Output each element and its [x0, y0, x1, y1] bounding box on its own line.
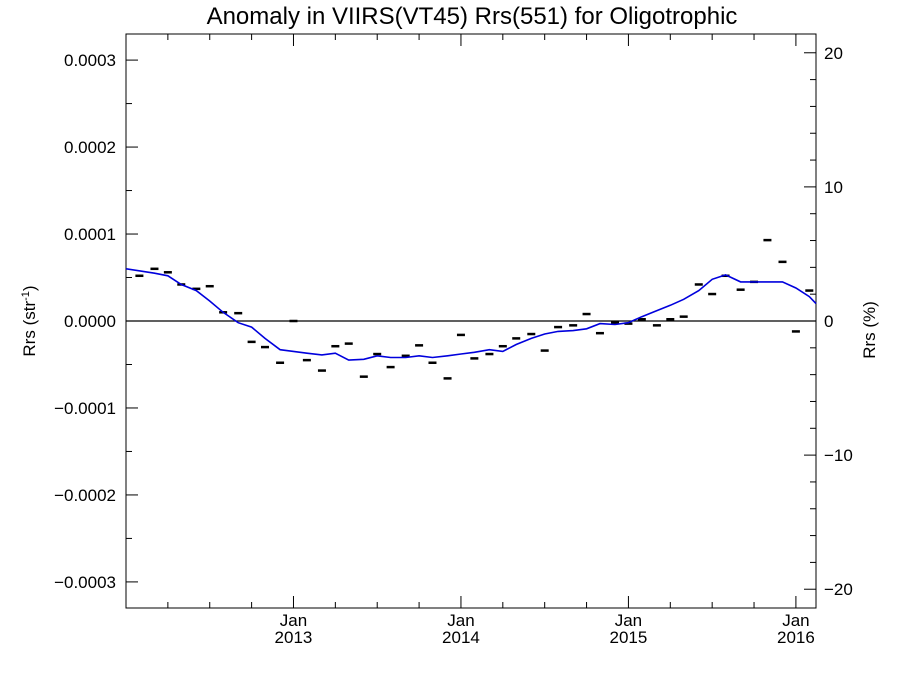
y-tick-label: −0.0003 — [54, 573, 116, 592]
y-tick-label: −0.0002 — [54, 486, 116, 505]
y2-tick-label: −20 — [824, 580, 853, 599]
x-tick-label-month: Jan — [280, 611, 307, 630]
y-tick-label: 0.0001 — [64, 225, 116, 244]
y2-tick-label: 0 — [824, 312, 833, 331]
y-axis-right-title: Rrs (%) — [860, 301, 879, 359]
x-tick-label-year: 2013 — [275, 628, 313, 647]
x-tick-label-year: 2016 — [777, 628, 815, 647]
series-line-trend — [125, 268, 817, 361]
y2-tick-label: −10 — [824, 446, 853, 465]
y-tick-label: 0.0000 — [64, 312, 116, 331]
x-tick-label-month: Jan — [782, 611, 809, 630]
y-axis-right-labels: 20 10 0 −10 −20 — [824, 44, 853, 599]
chart-title: Anomaly in VIIRS(VT45) Rrs(551) for Olig… — [207, 3, 738, 30]
y-tick-label: −0.0001 — [54, 399, 116, 418]
y-tick-label: 0.0003 — [64, 51, 116, 70]
x-tick-label-month: Jan — [447, 611, 474, 630]
y-axis-left-title-close: ) — [20, 285, 39, 291]
plot-area — [125, 33, 817, 609]
y2-tick-label: 10 — [824, 178, 843, 197]
x-tick-label-month: Jan — [615, 611, 642, 630]
y-axis-left-labels: 0.0003 0.0002 0.0001 0.0000 −0.0001 −0.0002 −0… — [54, 51, 116, 592]
x-tick-label-year: 2015 — [610, 628, 648, 647]
y-axis-left-title-sup: -1 — [20, 291, 32, 301]
y-axis-left-title-main: Rrs (str — [20, 301, 39, 357]
x-tick-label-year: 2014 — [442, 628, 480, 647]
y-tick-label: 0.0002 — [64, 138, 116, 157]
y2-tick-label: 20 — [824, 44, 843, 63]
anomaly-markers — [135, 238, 814, 380]
y-axis-left-title: Rrs (str-1) — [20, 285, 39, 356]
